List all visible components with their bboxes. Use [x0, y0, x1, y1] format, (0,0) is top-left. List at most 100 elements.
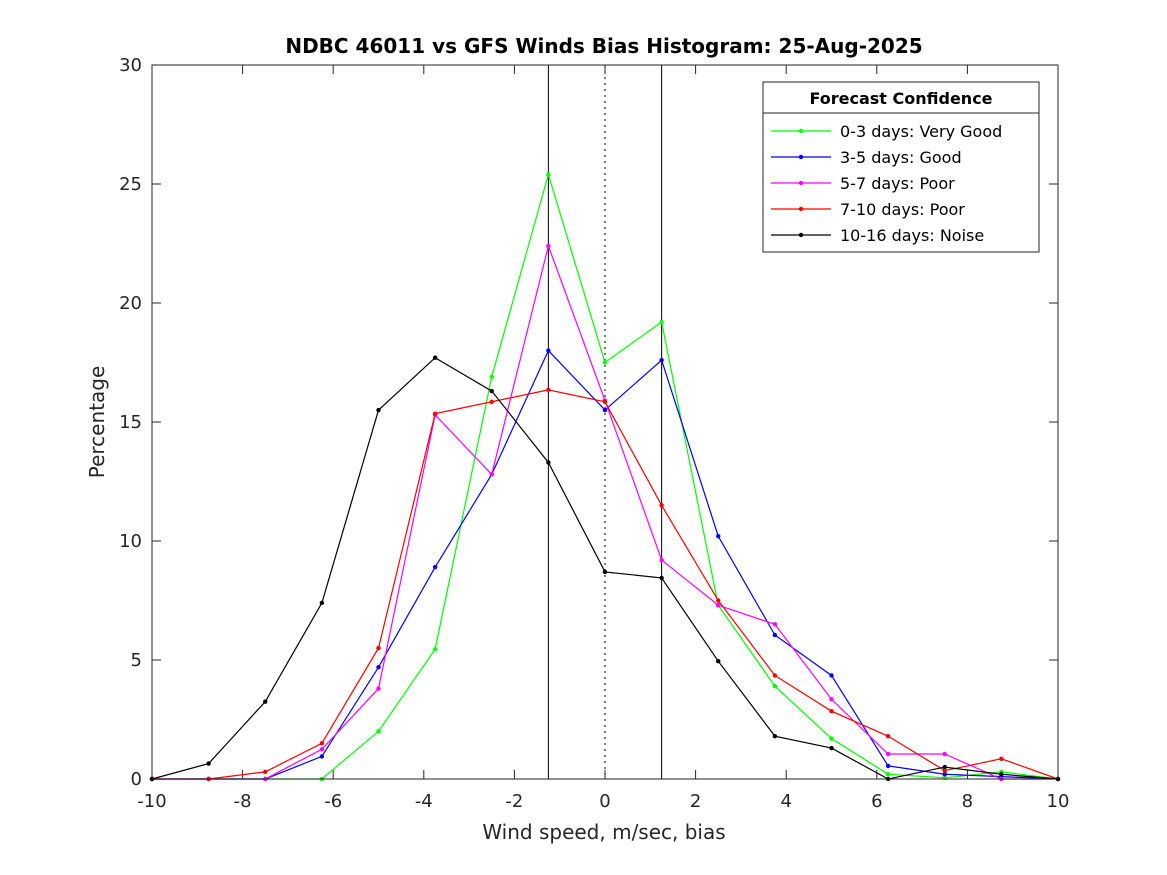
- data-point: [942, 751, 947, 757]
- y-axis-label: Percentage: [85, 366, 109, 479]
- legend-label: 3-5 days: Good: [840, 148, 962, 167]
- x-tick-label: 4: [780, 791, 791, 812]
- x-tick-label: -4: [415, 791, 433, 812]
- data-point: [432, 647, 438, 652]
- data-point: [942, 768, 947, 773]
- legend-label: 0-3 days: Very Good: [840, 122, 1002, 141]
- legend-item: 3-5 days: Good: [771, 148, 962, 167]
- plot-frame: [151, 64, 1059, 780]
- data-point: [432, 355, 438, 360]
- data-point: [602, 360, 608, 365]
- data-point: [602, 399, 608, 404]
- data-point: [885, 751, 891, 757]
- data-point: [716, 534, 721, 539]
- y-tick-label: 20: [119, 293, 142, 314]
- x-tick-label: -2: [505, 791, 523, 812]
- data-point: [829, 708, 834, 714]
- legend: Forecast Confidence 0-3 days: Very Good 3…: [762, 81, 1040, 253]
- data-point: [206, 761, 211, 766]
- x-tick-label: 0: [599, 791, 610, 812]
- y-tick-label: 15: [119, 412, 142, 433]
- legend-swatch-marker: [798, 180, 804, 186]
- data-point: [829, 745, 834, 751]
- series-layer: [149, 172, 1061, 782]
- legend-label: 5-7 days: Poor: [840, 174, 955, 193]
- x-tick-label: 2: [690, 791, 701, 812]
- data-point: [376, 686, 381, 691]
- legend-label: 10-16 days: Noise: [840, 226, 984, 245]
- data-point: [489, 388, 494, 394]
- x-tick-label: -10: [137, 791, 166, 812]
- data-point: [772, 673, 778, 678]
- data-point: [319, 754, 325, 759]
- data-point: [659, 557, 664, 563]
- data-point: [772, 733, 778, 739]
- y-tick-labels: 0 5 10 15 20 25 30: [119, 55, 142, 790]
- y-tick-label: 0: [131, 769, 142, 790]
- data-point: [319, 747, 325, 752]
- data-point: [829, 673, 834, 678]
- x-tick-label: 6: [871, 791, 882, 812]
- legend-item: 5-7 days: Poor: [771, 174, 955, 193]
- data-point: [263, 769, 268, 775]
- data-point: [716, 603, 721, 608]
- data-point: [546, 348, 551, 353]
- data-point: [885, 772, 891, 777]
- series-4: [149, 387, 1061, 782]
- data-point: [716, 658, 721, 664]
- x-tick-labels: -10 -8 -6 -4 -2 0 2 4 6 8 10: [137, 791, 1069, 812]
- legend-box: [762, 81, 1040, 253]
- data-point: [999, 756, 1004, 761]
- x-tick-label: 8: [962, 791, 973, 812]
- data-point: [263, 699, 268, 704]
- legend-items: 0-3 days: Very Good 3-5 days: Good 5-7 day…: [771, 122, 1002, 245]
- axis-ticks: [151, 64, 1059, 780]
- data-point: [659, 575, 664, 581]
- legend-item: 7-10 days: Poor: [771, 200, 965, 219]
- reference-lines: [547, 65, 663, 779]
- legend-title: Forecast Confidence: [809, 89, 992, 108]
- x-tick-label: -8: [234, 791, 252, 812]
- data-point: [659, 503, 664, 508]
- data-point: [319, 741, 325, 746]
- x-tick-label: 10: [1047, 791, 1070, 812]
- data-point: [602, 569, 608, 575]
- data-point: [489, 374, 494, 379]
- x-axis-label: Wind speed, m/sec, bias: [482, 820, 725, 844]
- data-point: [829, 697, 834, 702]
- y-tick-label: 5: [131, 650, 142, 671]
- data-point: [659, 357, 664, 363]
- data-point: [659, 319, 664, 325]
- data-point: [432, 564, 438, 570]
- data-point: [546, 460, 551, 465]
- data-point: [772, 632, 778, 638]
- data-point: [716, 598, 721, 603]
- data-point: [942, 764, 947, 770]
- legend-swatch-marker: [798, 206, 804, 212]
- legend-item: 0-3 days: Very Good: [771, 122, 1002, 141]
- data-point: [546, 172, 551, 177]
- data-point: [942, 772, 947, 777]
- y-tick-label: 25: [119, 174, 142, 195]
- data-point: [376, 407, 381, 413]
- series-5: [149, 355, 1061, 782]
- data-point: [999, 772, 1004, 777]
- y-tick-label: 30: [119, 55, 142, 76]
- data-point: [376, 664, 381, 670]
- data-point: [885, 733, 891, 739]
- data-point: [376, 729, 381, 734]
- chart-title: NDBC 46011 vs GFS Winds Bias Histogram: …: [285, 34, 922, 58]
- data-point: [489, 472, 494, 477]
- legend-swatch-marker: [798, 232, 804, 238]
- y-tick-label: 10: [119, 531, 142, 552]
- data-point: [772, 683, 778, 689]
- legend-swatch-marker: [798, 154, 804, 160]
- data-point: [885, 763, 891, 769]
- legend-swatch-marker: [798, 128, 804, 134]
- data-point: [489, 399, 494, 404]
- data-point: [319, 600, 325, 606]
- data-point: [829, 736, 834, 741]
- x-tick-label: -6: [324, 791, 342, 812]
- data-point: [772, 622, 778, 627]
